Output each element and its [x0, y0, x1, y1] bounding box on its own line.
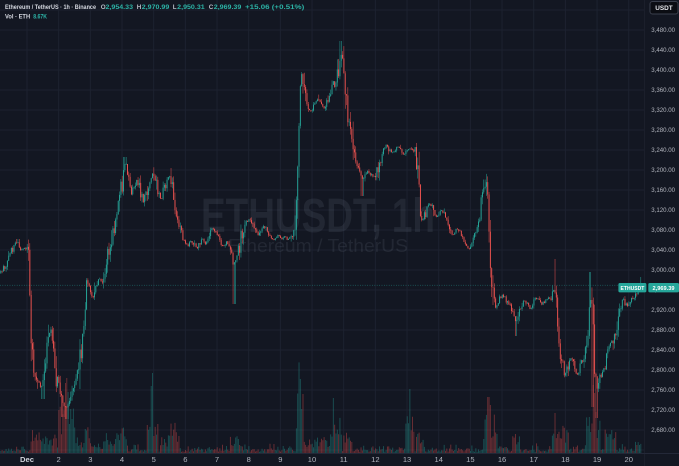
svg-text:2,950.31: 2,950.31: [177, 4, 205, 11]
svg-text:20: 20: [625, 455, 633, 464]
svg-text:2,760.00: 2,760.00: [651, 387, 675, 394]
svg-text:Dec: Dec: [20, 455, 34, 464]
svg-text:3,240.00: 3,240.00: [651, 147, 675, 154]
svg-text:2,680.00: 2,680.00: [651, 427, 675, 434]
svg-text:15: 15: [466, 455, 474, 464]
svg-text:5: 5: [152, 455, 156, 464]
svg-text:+15.06 (+0.51%): +15.06 (+0.51%): [245, 4, 304, 11]
svg-text:3,160.00: 3,160.00: [651, 187, 675, 194]
svg-text:12: 12: [371, 455, 379, 464]
svg-text:H: H: [137, 4, 142, 11]
svg-text:3,080.00: 3,080.00: [651, 227, 675, 234]
svg-text:6: 6: [183, 455, 187, 464]
svg-text:2,800.00: 2,800.00: [651, 367, 675, 374]
svg-text:11: 11: [340, 455, 348, 464]
svg-text:3,440.00: 3,440.00: [651, 47, 675, 54]
svg-text:2,970.99: 2,970.99: [142, 4, 170, 11]
svg-text:2,840.00: 2,840.00: [651, 347, 675, 354]
svg-text:3,480.00: 3,480.00: [651, 27, 675, 34]
svg-text:16: 16: [498, 455, 506, 464]
svg-text:3,400.00: 3,400.00: [651, 67, 675, 74]
svg-text:USDT: USDT: [655, 5, 672, 12]
svg-text:3,360.00: 3,360.00: [651, 87, 675, 94]
svg-text:2,954.33: 2,954.33: [106, 4, 134, 11]
svg-text:8: 8: [247, 455, 251, 464]
svg-text:Vol · ETH: Vol · ETH: [5, 13, 31, 20]
svg-text:17: 17: [529, 455, 537, 464]
svg-text:3,000.00: 3,000.00: [651, 267, 675, 274]
svg-text:O: O: [101, 4, 106, 11]
svg-text:2,880.00: 2,880.00: [651, 327, 675, 334]
svg-text:Ethereum / TetherUS: Ethereum / TetherUS: [228, 236, 408, 256]
svg-text:ETHUSDT: ETHUSDT: [621, 286, 645, 292]
svg-text:18: 18: [561, 455, 569, 464]
svg-text:8.67K: 8.67K: [33, 13, 47, 20]
svg-text:3,280.00: 3,280.00: [651, 127, 675, 134]
svg-text:10: 10: [308, 455, 316, 464]
svg-text:3,320.00: 3,320.00: [651, 107, 675, 114]
svg-text:2,969.39: 2,969.39: [214, 4, 242, 11]
svg-text:3,120.00: 3,120.00: [651, 207, 675, 214]
svg-text:13: 13: [403, 455, 411, 464]
svg-text:2,720.00: 2,720.00: [651, 407, 675, 414]
svg-text:L: L: [173, 4, 177, 11]
svg-text:3: 3: [88, 455, 92, 464]
svg-text:14: 14: [434, 455, 442, 464]
svg-text:2: 2: [57, 455, 61, 464]
svg-text:Ethereum / TetherUS · 1h · Bin: Ethereum / TetherUS · 1h · Binance: [5, 4, 96, 11]
svg-text:2,920.00: 2,920.00: [651, 307, 675, 314]
svg-text:3,200.00: 3,200.00: [651, 167, 675, 174]
svg-text:C: C: [209, 4, 214, 11]
svg-text:9: 9: [278, 455, 282, 464]
svg-text:7: 7: [215, 455, 219, 464]
svg-text:3,040.00: 3,040.00: [651, 247, 675, 254]
svg-text:19: 19: [593, 455, 601, 464]
svg-text:2,969.39: 2,969.39: [653, 286, 676, 292]
svg-text:4: 4: [120, 455, 124, 464]
svg-text:ETHUSDT, 1h: ETHUSDT, 1h: [201, 190, 435, 243]
